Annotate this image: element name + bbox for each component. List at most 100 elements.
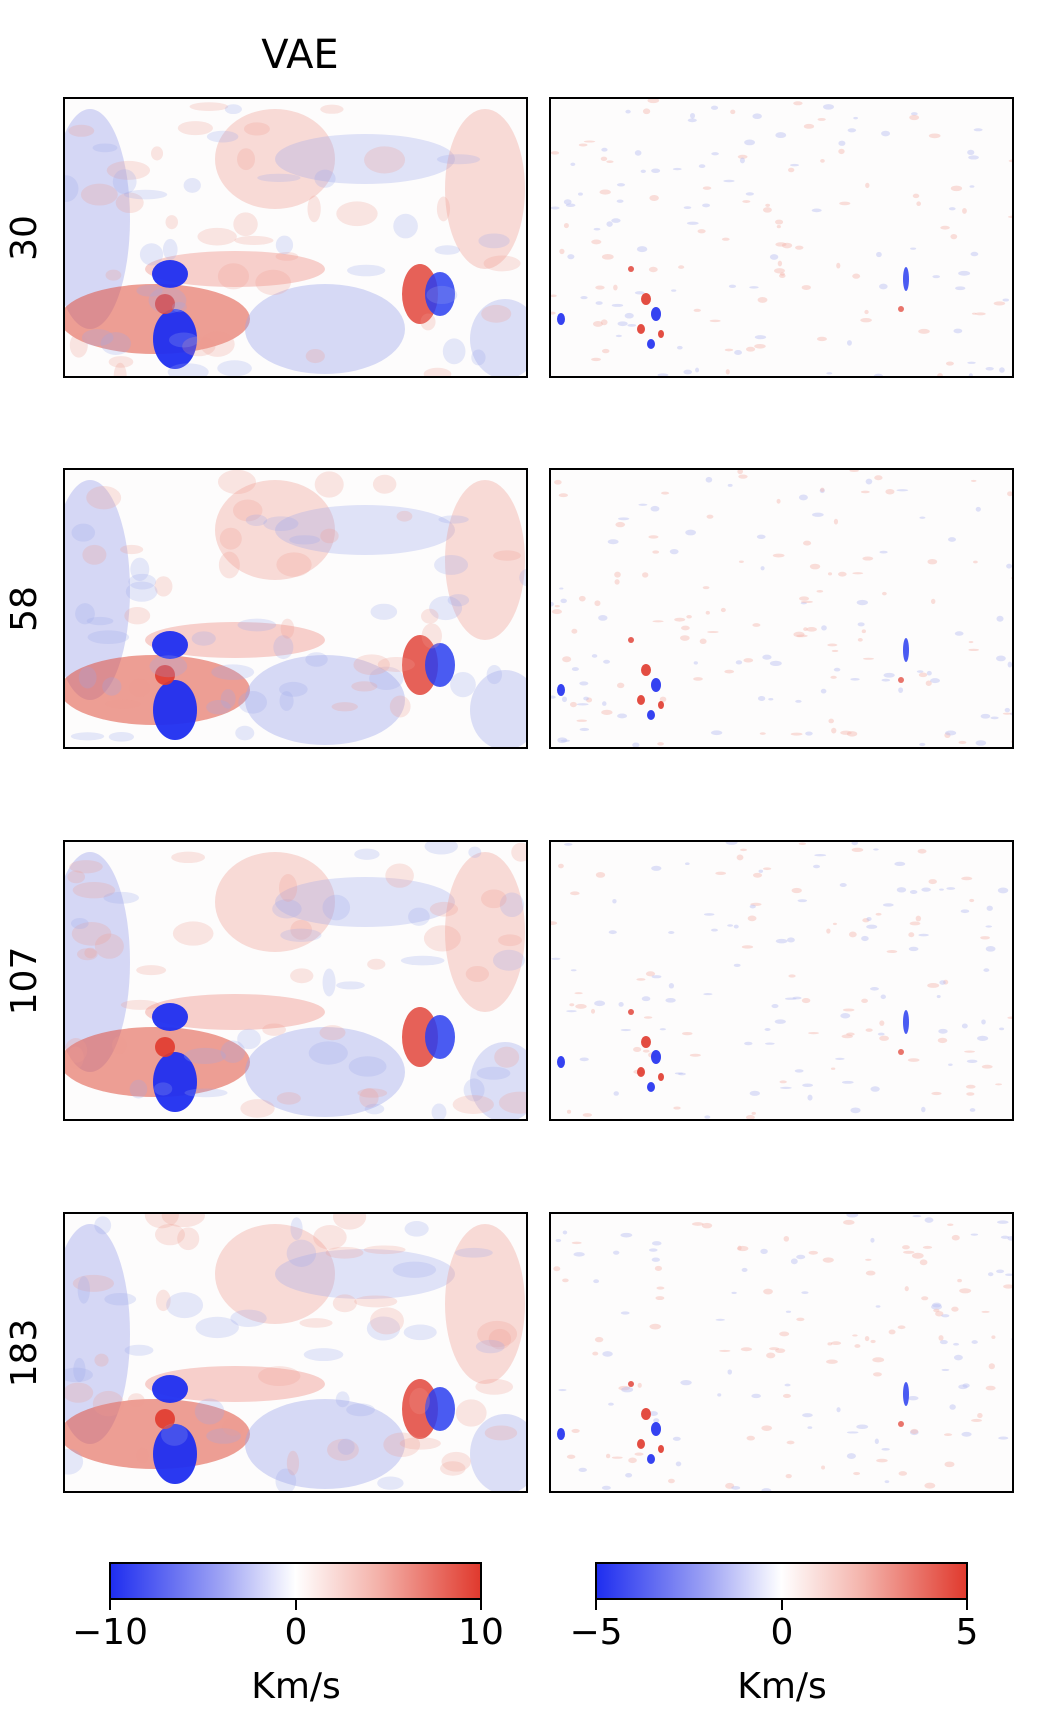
residual-speckle (995, 1083, 1003, 1086)
residual-speckle (851, 847, 864, 852)
field-speckle (217, 263, 250, 290)
residual-speckle (612, 898, 617, 904)
residual-speckle (649, 195, 659, 201)
field-speckle (183, 1047, 227, 1065)
residual-speckle (852, 572, 864, 575)
residual-speckle (975, 740, 987, 746)
residual-speckle (551, 695, 556, 699)
residual-speckle (866, 924, 878, 929)
residual-speckle (862, 657, 875, 660)
residual-speckle (730, 109, 736, 115)
residual-speckle (615, 334, 622, 338)
field-speckle (320, 104, 344, 114)
field-blob (245, 1399, 405, 1489)
residual-speckle (1011, 740, 1012, 744)
residual-speckle (907, 1058, 920, 1062)
residual-speckle (854, 1344, 861, 1348)
residual-speckle (551, 957, 561, 960)
residual-speckle (976, 1035, 989, 1041)
residual-speckle (928, 133, 941, 139)
field-blob (145, 622, 325, 658)
field-speckle (498, 1091, 526, 1114)
residual-speckle (711, 928, 718, 932)
field-speckle (346, 1403, 375, 1417)
residual-speckle (1007, 215, 1012, 219)
residual-speckle (991, 1335, 996, 1339)
residual-speckle (846, 1032, 855, 1036)
residual-speckle (642, 572, 649, 578)
residual-speckle (964, 1050, 976, 1053)
residual-speckle (601, 709, 613, 715)
field-speckle (257, 173, 301, 182)
residual-speckle (947, 1223, 954, 1227)
residual-speckle (675, 1461, 682, 1467)
field-speckle (161, 1214, 205, 1228)
residual-blob (898, 1049, 904, 1055)
field-speckle (314, 169, 336, 188)
field-blob (155, 665, 175, 685)
colorbar-right-tick (966, 1600, 968, 1610)
residual-speckle (792, 996, 802, 1000)
field-speckle (393, 213, 418, 239)
residual-speckle (743, 658, 754, 663)
field-speckle (429, 595, 463, 621)
residual-speckle (648, 266, 658, 273)
residual-blob (628, 1009, 634, 1015)
residual-speckle (951, 1234, 960, 1241)
field-speckle (92, 1390, 124, 1417)
residual-speckle (655, 1296, 665, 1301)
field-speckle (305, 349, 325, 364)
residual-speckle (938, 1335, 944, 1341)
field-speckle (197, 227, 237, 246)
field-speckle (488, 1328, 512, 1350)
residual-speckle (752, 623, 761, 627)
residual-speckle (775, 938, 788, 944)
residual-blob (637, 324, 645, 334)
residual-speckle (779, 1331, 790, 1337)
colorbar-left-tick (109, 1600, 111, 1610)
residual-blob (647, 710, 655, 720)
residual-speckle (599, 189, 611, 195)
residual-speckle (875, 912, 882, 916)
residual-speckle (872, 1357, 885, 1363)
field-speckle (72, 1274, 115, 1292)
residual-speckle (638, 503, 648, 506)
residual-speckle (654, 1265, 663, 1271)
residual-speckle (637, 1382, 642, 1388)
residual-speckle (1007, 491, 1012, 497)
colorbar-left-tick-label: 10 (458, 1612, 504, 1653)
residual-speckle (661, 491, 670, 495)
residual-speckle (881, 678, 891, 682)
residual-speckle (841, 1034, 853, 1039)
field-speckle (377, 1476, 404, 1490)
residual-speckle (769, 254, 779, 260)
residual-speckle (731, 1486, 741, 1490)
field-speckle (94, 933, 124, 959)
residual-speckle (602, 701, 607, 706)
residual-speckle (928, 879, 937, 885)
residual-speckle (749, 286, 759, 289)
field-speckle (404, 1220, 429, 1237)
residual-speckle (830, 675, 837, 679)
residual-speckle (788, 974, 796, 978)
residual-speckle (651, 865, 662, 871)
field-speckle (275, 1468, 297, 1491)
residual-speckle (603, 659, 611, 664)
residual-speckle (921, 887, 931, 892)
field-speckle (434, 554, 469, 575)
residual-speckle (651, 168, 661, 174)
residual-speckle (775, 242, 787, 247)
residual-speckle (930, 678, 940, 684)
field-speckle (68, 124, 95, 137)
residual-speckle (884, 1480, 890, 1484)
residual-speckle (921, 1296, 929, 1301)
field-speckle (335, 1391, 350, 1408)
residual-speckle (948, 1063, 953, 1066)
field-speckle (452, 1095, 494, 1114)
residual-speckle (592, 320, 603, 327)
field-speckle (484, 1425, 518, 1441)
field-speckle (237, 618, 277, 632)
residual-speckle (574, 992, 583, 995)
field-speckle (454, 1247, 493, 1258)
residual-speckle (570, 162, 576, 166)
